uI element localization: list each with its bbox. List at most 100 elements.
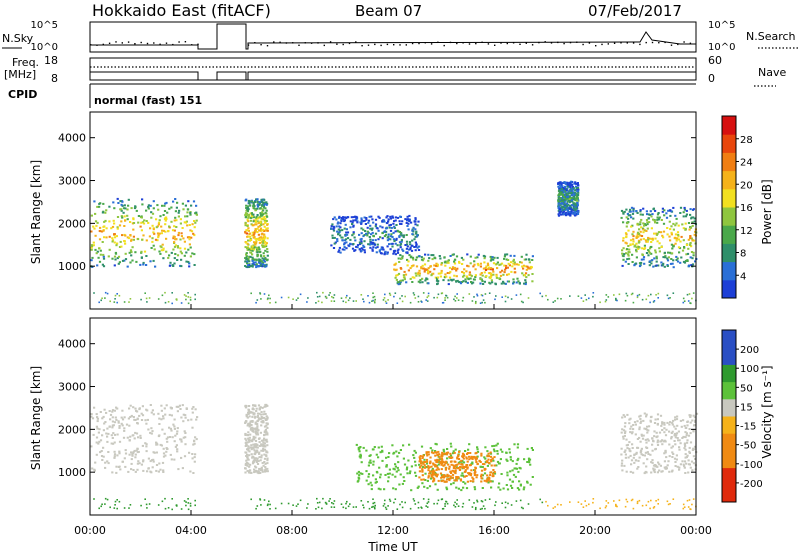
velocity-echo-cell bbox=[385, 465, 388, 468]
velocity-echo-cell bbox=[654, 448, 657, 451]
power-echo-cell bbox=[247, 220, 250, 223]
power-echo-cell bbox=[657, 264, 660, 267]
power-echo-cell bbox=[379, 236, 382, 239]
power-echo-cell bbox=[176, 254, 180, 257]
power-echo-cell bbox=[577, 295, 580, 297]
power-colorbar-segment bbox=[722, 170, 736, 190]
power-echo-cell bbox=[367, 295, 369, 297]
power-echo-cell bbox=[574, 197, 577, 200]
velocity-echo-cell bbox=[168, 426, 171, 429]
velocity-echo-cell bbox=[474, 458, 478, 461]
velocity-echo-cell bbox=[428, 485, 432, 488]
power-echo-cell bbox=[570, 212, 573, 214]
velocity-echo-cell bbox=[394, 498, 397, 500]
power-echo-cell bbox=[638, 265, 642, 268]
velocity-echo-cell bbox=[476, 474, 479, 477]
velocity-echo-cell bbox=[464, 470, 467, 473]
power-echo-cell bbox=[258, 236, 261, 239]
power-echo-cell bbox=[256, 227, 259, 230]
power-echo-cell bbox=[399, 254, 402, 257]
power-echo-cell bbox=[635, 249, 638, 252]
velocity-echo-cell bbox=[195, 438, 198, 441]
velocity-echo-cell bbox=[658, 469, 661, 472]
velocity-echo-cell bbox=[121, 460, 124, 463]
power-echo-cell bbox=[648, 260, 651, 263]
power-echo-cell bbox=[341, 248, 344, 251]
velocity-echo-cell bbox=[173, 418, 176, 421]
velocity-echo-cell bbox=[107, 462, 110, 465]
velocity-echo-cell bbox=[451, 456, 454, 459]
power-echo-cell bbox=[333, 226, 336, 229]
power-echo-cell bbox=[174, 216, 177, 219]
power-echo-cell bbox=[116, 197, 119, 200]
power-echo-cell bbox=[118, 246, 122, 248]
power-echo-cell bbox=[343, 242, 346, 245]
velocity-echo-cell bbox=[177, 405, 180, 408]
velocity-echo-cell bbox=[389, 500, 392, 502]
velocity-echo-cell bbox=[193, 456, 196, 459]
power-echo-cell bbox=[654, 221, 657, 224]
power-echo-cell bbox=[247, 256, 251, 259]
power-echo-cell bbox=[414, 217, 417, 220]
velocity-echo-cell bbox=[422, 462, 425, 465]
power-echo-cell bbox=[645, 230, 648, 232]
velocity-echo-cell bbox=[620, 447, 623, 450]
power-echo-cell bbox=[160, 225, 163, 228]
power-echo-cell bbox=[250, 239, 253, 241]
power-echo-cell bbox=[567, 213, 570, 216]
velocity-echo-cell bbox=[426, 479, 429, 482]
velocity-echo-cell bbox=[101, 459, 104, 461]
velocity-echo-cell bbox=[183, 500, 186, 502]
noise-sample bbox=[550, 42, 553, 44]
power-echo-cell bbox=[336, 222, 339, 225]
power-echo-cell bbox=[371, 243, 374, 246]
velocity-echo-cell bbox=[426, 460, 429, 463]
velocity-echo-cell bbox=[260, 454, 263, 457]
power-echo-cell bbox=[527, 297, 530, 299]
velocity-echo-cell bbox=[663, 421, 666, 424]
power-echo-cell bbox=[653, 219, 656, 222]
power-echo-cell bbox=[184, 204, 187, 207]
power-echo-cell bbox=[638, 240, 641, 243]
power-echo-cell bbox=[624, 232, 628, 235]
velocity-echo-cell bbox=[164, 507, 167, 510]
noise-sample bbox=[456, 42, 458, 45]
power-echo-cell bbox=[363, 219, 366, 222]
velocity-echo-cell bbox=[174, 434, 177, 437]
power-echo-cell bbox=[124, 207, 127, 210]
power-echo-cell bbox=[360, 232, 363, 235]
velocity-echo-cell bbox=[414, 460, 417, 463]
power-echo-cell bbox=[383, 253, 386, 256]
power-echo-cell bbox=[257, 201, 260, 204]
power-echo-cell bbox=[161, 294, 164, 297]
velocity-echo-cell bbox=[118, 425, 121, 427]
velocity-echo-cell bbox=[484, 457, 487, 460]
velocity-echo-cell bbox=[322, 497, 324, 500]
power-echo-cell bbox=[652, 218, 655, 221]
velocity-echo-cell bbox=[451, 473, 455, 476]
velocity-echo-cell bbox=[456, 463, 459, 466]
power-echo-cell bbox=[492, 273, 495, 276]
velocity-echo-cell bbox=[664, 440, 667, 443]
velocity-echo-cell bbox=[111, 471, 114, 474]
power-echo-cell bbox=[473, 260, 476, 263]
power-echo-cell bbox=[347, 244, 350, 247]
power-echo-cell bbox=[677, 224, 680, 227]
velocity-echo-cell bbox=[483, 472, 487, 475]
velocity-echo-cell bbox=[155, 441, 158, 444]
velocity-echo-cell bbox=[347, 505, 350, 508]
velocity-echo-cell bbox=[684, 431, 687, 434]
velocity-colorbar-label: Velocity [m s⁻¹] bbox=[760, 365, 774, 458]
power-echo-cell bbox=[355, 245, 358, 248]
power-echo-cell bbox=[558, 194, 561, 197]
noise-sample bbox=[266, 45, 269, 47]
power-echo-cell bbox=[147, 207, 150, 210]
power-echo-cell bbox=[655, 264, 658, 267]
velocity-echo-cell bbox=[446, 457, 449, 460]
power-echo-cell bbox=[412, 264, 415, 267]
velocity-echo-cell bbox=[260, 444, 264, 447]
velocity-echo-cell bbox=[691, 419, 694, 422]
velocity-echo-cell bbox=[476, 455, 479, 458]
noise-tick-bottom-right: 10^0 bbox=[708, 42, 735, 53]
power-echo-cell bbox=[90, 248, 93, 251]
